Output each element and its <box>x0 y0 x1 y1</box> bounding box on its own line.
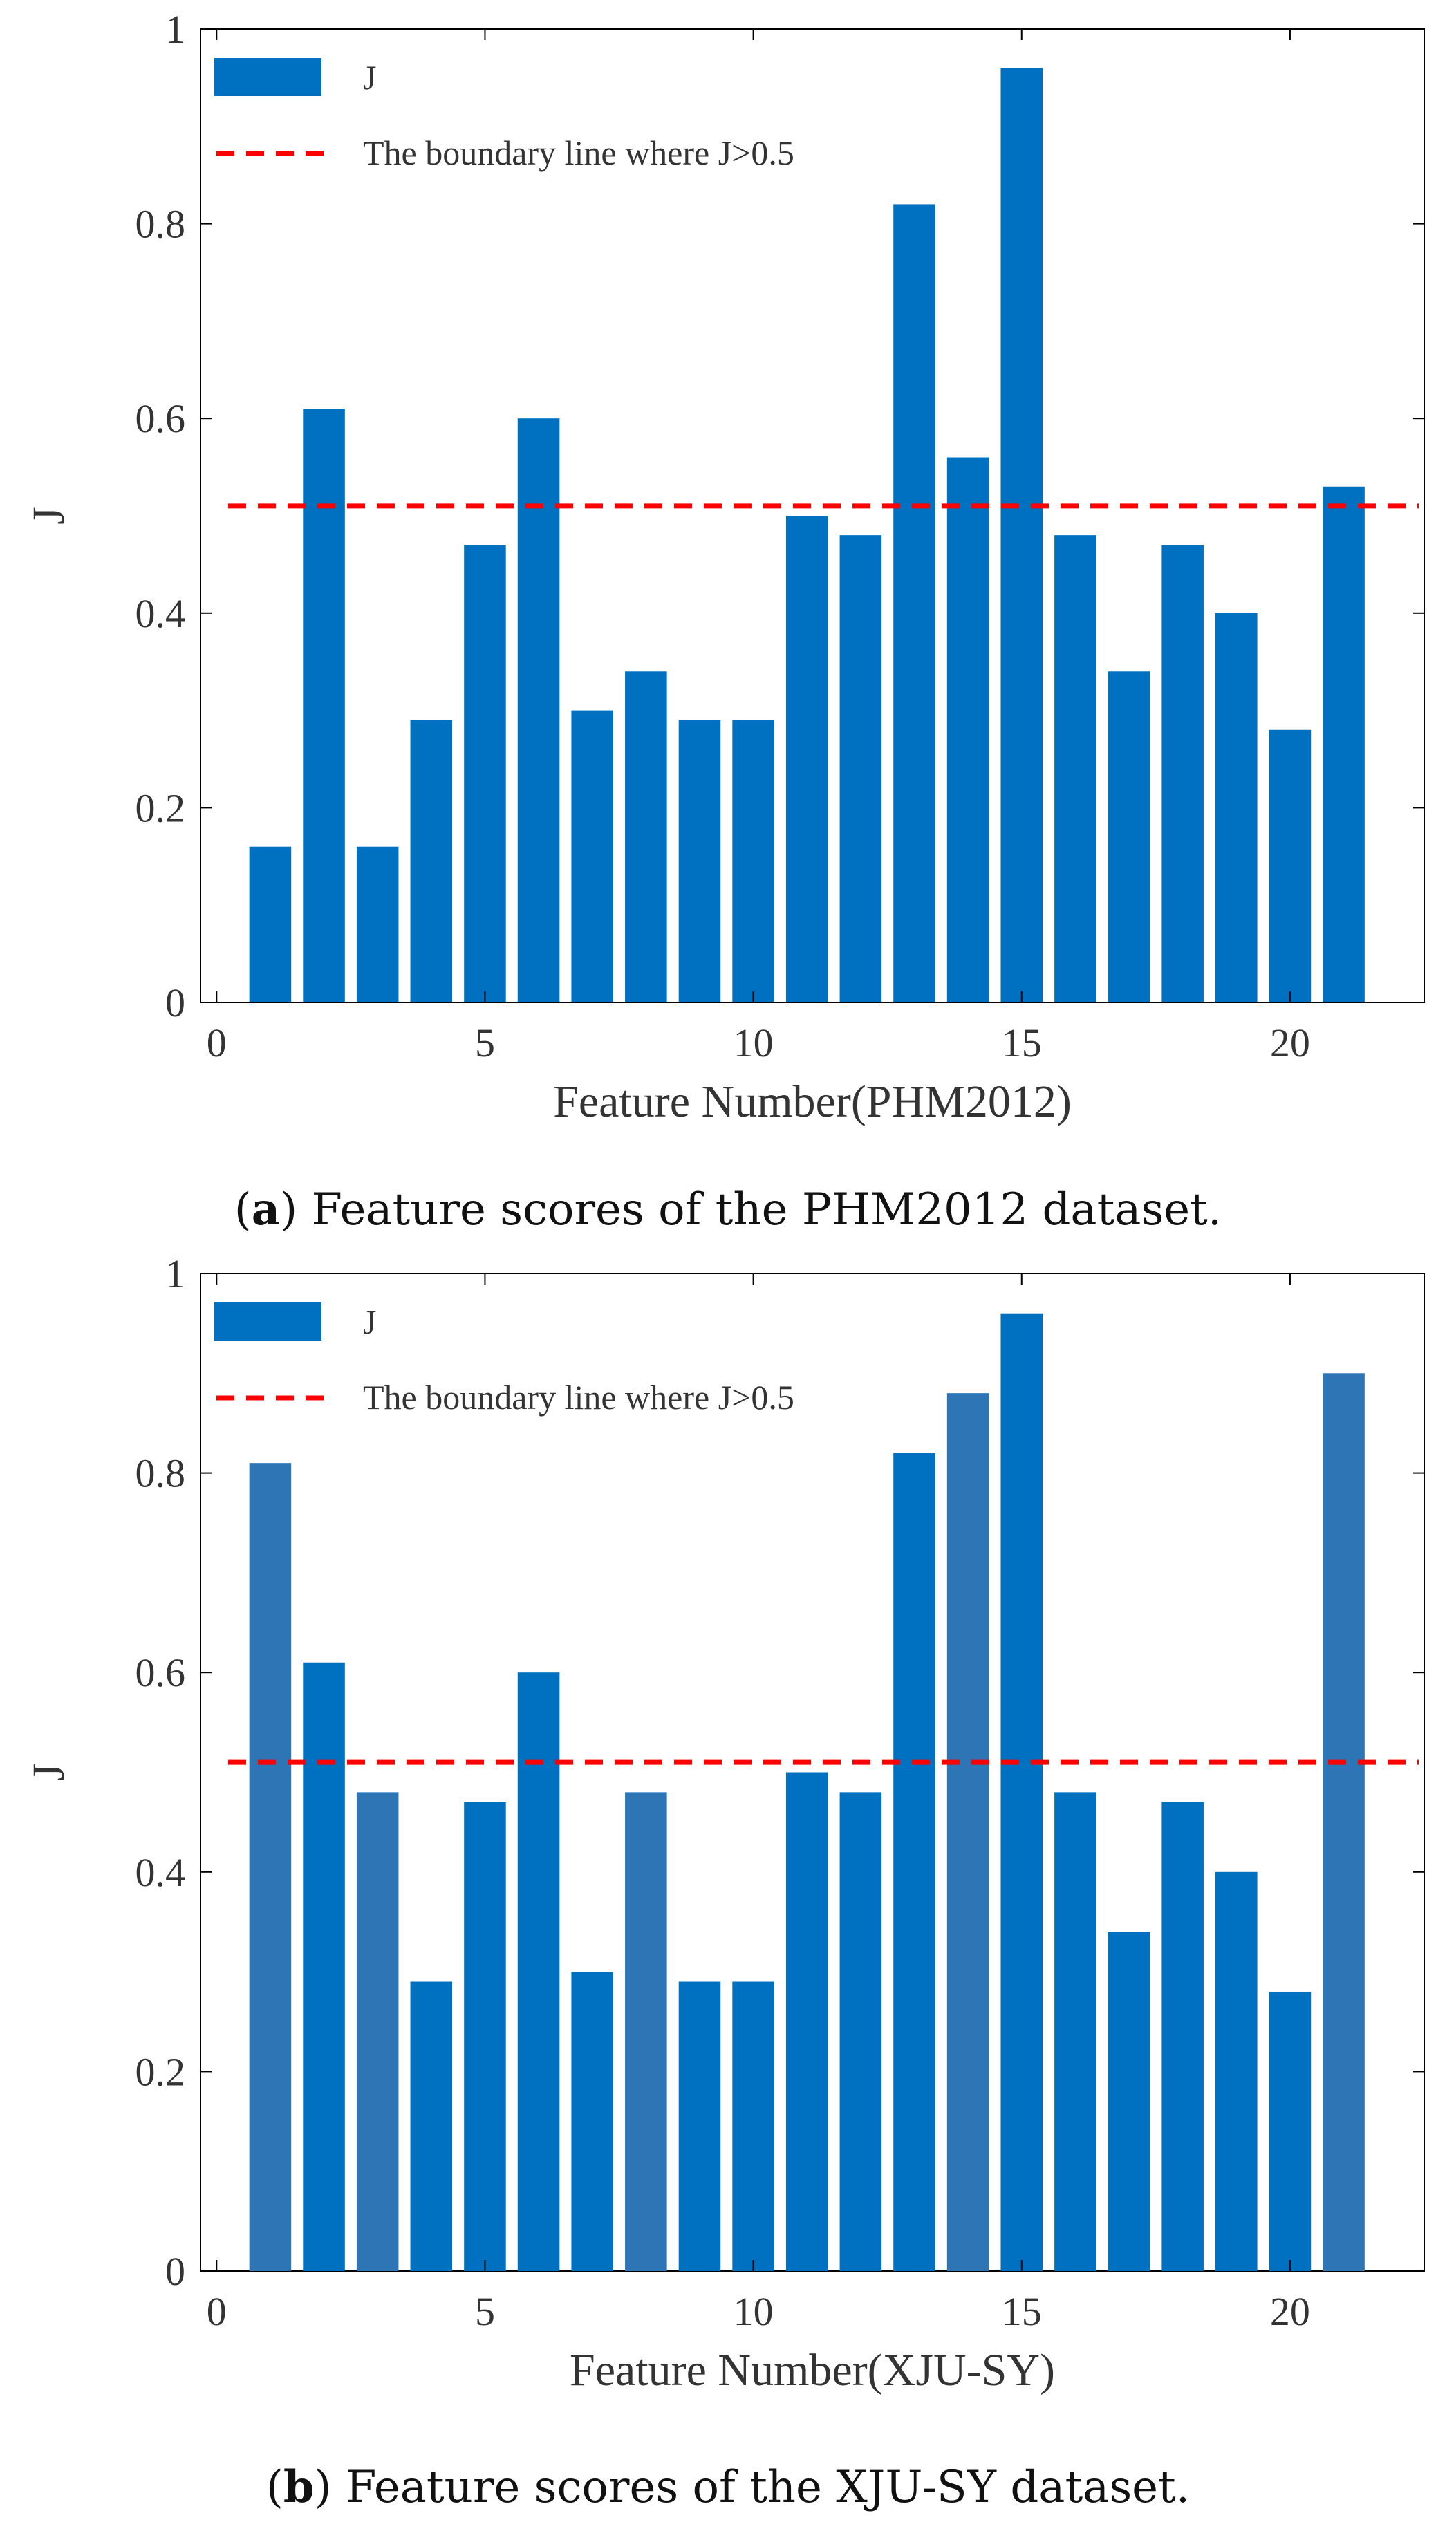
bar-feature-20 <box>1269 729 1312 1002</box>
bar-feature-3 <box>356 1792 399 2271</box>
bar-feature-14 <box>946 457 989 1002</box>
bar-feature-13 <box>893 1453 935 2271</box>
bar-feature-15 <box>1000 68 1043 1003</box>
y-tick-label: 0.8 <box>136 1451 186 1496</box>
caption-b-open: ( <box>265 2462 283 2513</box>
bar-feature-17 <box>1108 1932 1150 2271</box>
x-tick-label: 5 <box>475 1020 495 1065</box>
caption-b-text: ) Feature scores of the XJU-SY dataset. <box>314 2462 1191 2513</box>
bar-feature-21 <box>1323 486 1365 1002</box>
bar-feature-5 <box>464 1802 506 2271</box>
x-tick-label: 0 <box>207 2289 227 2334</box>
bar-feature-6 <box>517 418 560 1002</box>
bar-feature-15 <box>1000 1313 1043 2271</box>
bar-feature-19 <box>1215 1871 1258 2271</box>
y-tick-label: 0.8 <box>136 202 186 247</box>
bar-feature-8 <box>625 1792 667 2271</box>
bar-feature-13 <box>893 204 935 1003</box>
bar-feature-4 <box>410 1981 453 2271</box>
x-tick-label: 15 <box>1002 1020 1042 1065</box>
bar-feature-2 <box>303 409 345 1002</box>
y-tick-label: 0.2 <box>136 2049 186 2094</box>
caption-b-letter: b <box>283 2461 315 2513</box>
bar-feature-7 <box>571 1972 613 2271</box>
x-tick-label: 20 <box>1270 2289 1310 2334</box>
y-tick-label: 1 <box>165 1251 185 1296</box>
bar-feature-18 <box>1161 545 1204 1002</box>
legend-label-boundary: The boundary line where J>0.5 <box>363 133 794 172</box>
bar-feature-6 <box>517 1672 560 2271</box>
y-axis-label: J <box>24 1764 74 1782</box>
legend-label-j: J <box>363 58 376 97</box>
legend-swatch-bar <box>214 58 321 96</box>
caption-b: (b) Feature scores of the XJU-SY dataset… <box>0 2461 1456 2513</box>
x-tick-label: 20 <box>1270 1020 1310 1065</box>
y-tick-label: 0.4 <box>136 591 186 636</box>
bar-feature-8 <box>625 671 667 1002</box>
y-tick-label: 0.4 <box>136 1850 186 1895</box>
bar-feature-4 <box>410 720 453 1002</box>
bar-feature-1 <box>249 1463 292 2271</box>
bar-feature-19 <box>1215 613 1258 1002</box>
bar-feature-11 <box>785 1772 828 2271</box>
bar-feature-18 <box>1161 1802 1204 2271</box>
legend-label-boundary: The boundary line where J>0.5 <box>363 1378 794 1417</box>
x-tick-label: 5 <box>475 2289 495 2334</box>
y-tick-label: 0.2 <box>136 785 186 830</box>
x-axis-label: Feature Number(XJU-SY) <box>570 2345 1055 2395</box>
x-tick-label: 10 <box>734 1020 774 1065</box>
bar-feature-20 <box>1269 1991 1312 2271</box>
y-tick-label: 0.6 <box>136 396 186 441</box>
bar-feature-12 <box>839 535 882 1002</box>
x-tick-label: 15 <box>1002 2289 1042 2334</box>
x-tick-label: 10 <box>734 2289 774 2334</box>
bar-feature-1 <box>249 846 292 1002</box>
bar-feature-12 <box>839 1792 882 2271</box>
legend-swatch-bar <box>214 1302 321 1341</box>
x-tick-label: 0 <box>207 1020 227 1065</box>
bar-feature-2 <box>303 1662 345 2271</box>
bar-feature-21 <box>1323 1373 1365 2271</box>
legend-label-j: J <box>363 1302 376 1341</box>
bar-feature-10 <box>732 720 774 1002</box>
caption-a-text: ) Feature scores of the PHM2012 dataset. <box>280 1184 1222 1235</box>
bar-feature-16 <box>1054 535 1096 1002</box>
bar-feature-17 <box>1108 671 1150 1002</box>
y-tick-label: 0 <box>165 980 185 1025</box>
bar-feature-16 <box>1054 1792 1096 2271</box>
caption-a: (a) Feature scores of the PHM2012 datase… <box>0 1184 1456 1235</box>
y-tick-label: 0 <box>165 2249 185 2294</box>
y-axis-label: J <box>24 507 74 525</box>
bar-feature-10 <box>732 1981 774 2271</box>
bar-feature-9 <box>678 1981 721 2271</box>
y-tick-label: 0.6 <box>136 1650 186 1695</box>
caption-a-open: ( <box>234 1184 252 1235</box>
bar-feature-14 <box>946 1393 989 2271</box>
bar-feature-5 <box>464 545 506 1002</box>
caption-a-letter: a <box>251 1184 281 1235</box>
bar-feature-3 <box>356 846 399 1002</box>
x-axis-label: Feature Number(PHM2012) <box>553 1076 1072 1127</box>
bar-feature-7 <box>571 710 613 1002</box>
y-tick-label: 1 <box>165 7 185 52</box>
bar-feature-11 <box>785 516 828 1002</box>
bar-feature-9 <box>678 720 721 1002</box>
